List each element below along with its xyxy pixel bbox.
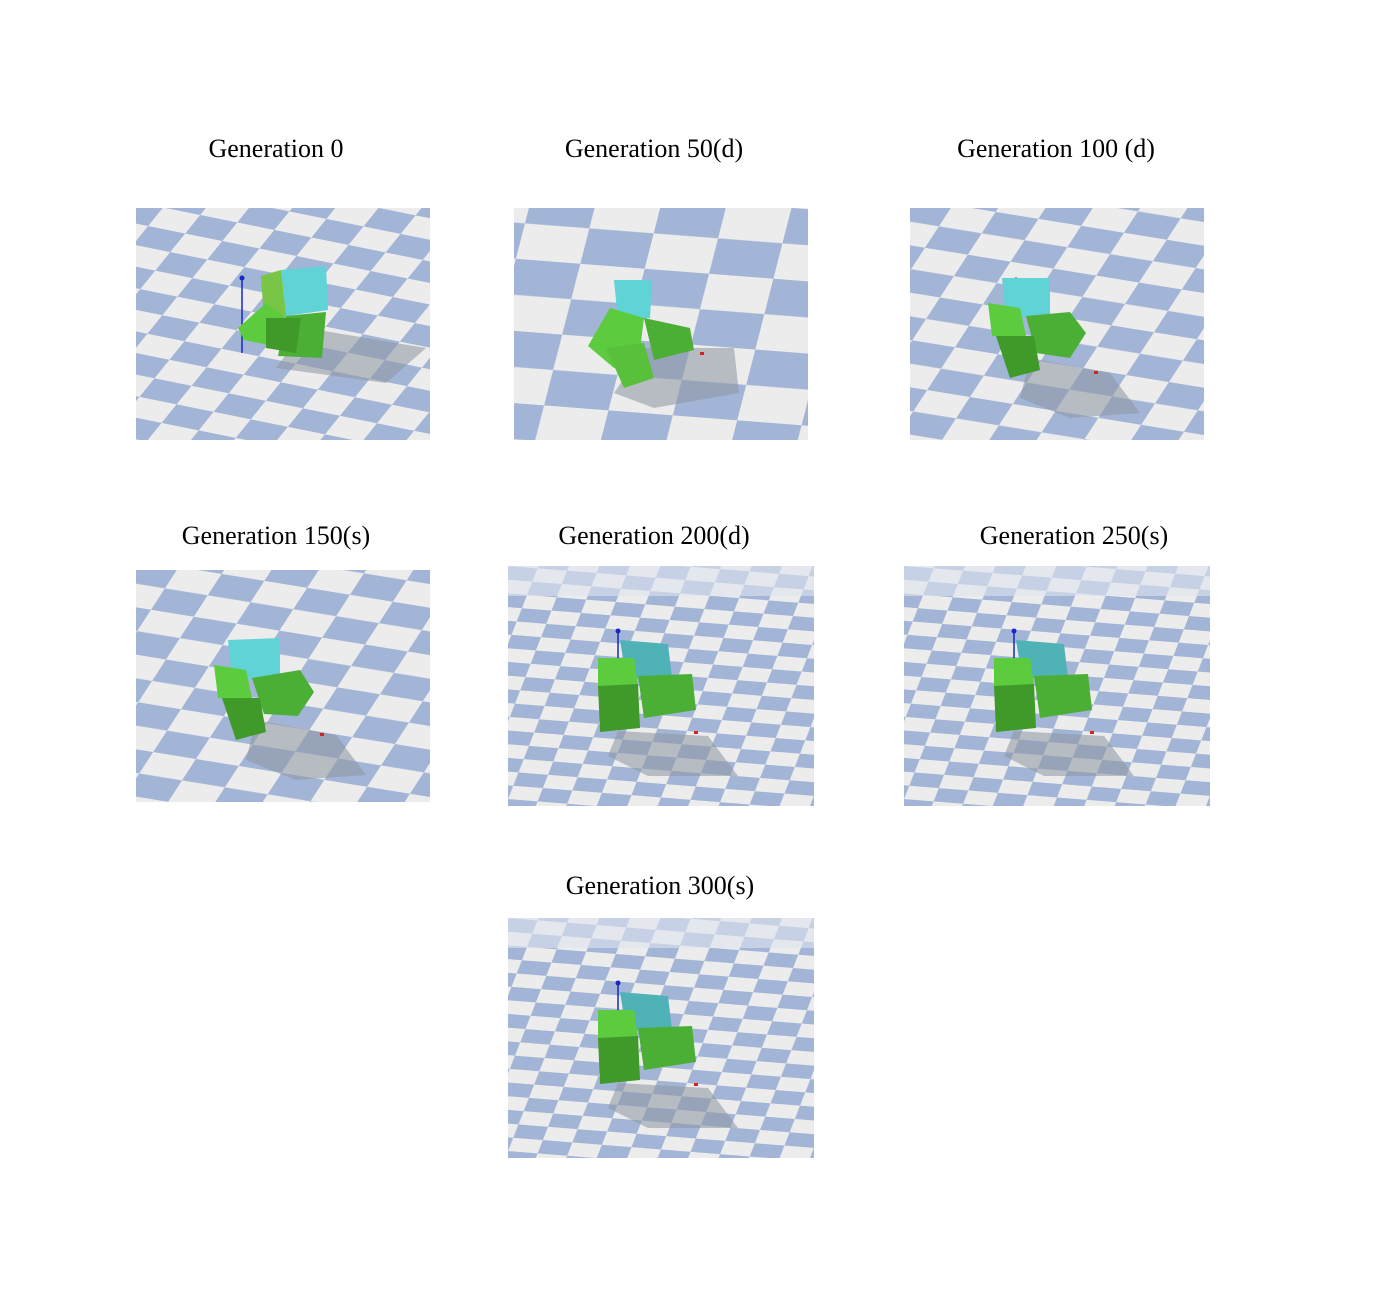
- simulation-render: [136, 570, 430, 802]
- panel-title: Generation 0: [208, 134, 344, 163]
- simulation-render: [508, 918, 814, 1158]
- simulation-render: [904, 566, 1210, 806]
- panel-title: Generation 250(s): [979, 521, 1169, 550]
- panel-title: Generation 150(s): [181, 521, 371, 550]
- simulation-render: [910, 208, 1204, 440]
- panel-title: Generation 50(d): [564, 134, 744, 163]
- simulation-render: [514, 208, 808, 440]
- simulation-render: [136, 208, 430, 440]
- simulation-render: [508, 566, 814, 806]
- panel-title: Generation 300(s): [565, 871, 755, 900]
- panel-title: Generation 200(d): [558, 521, 750, 550]
- panel-title: Generation 100 (d): [957, 134, 1155, 163]
